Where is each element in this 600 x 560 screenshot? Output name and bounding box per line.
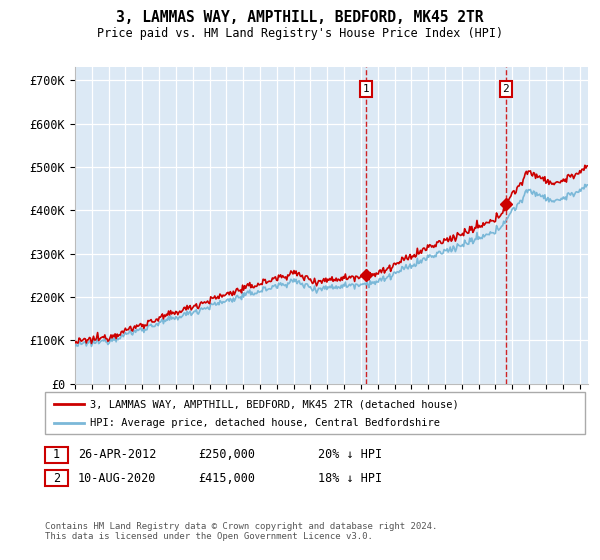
Text: 2: 2: [502, 84, 509, 94]
Text: Price paid vs. HM Land Registry's House Price Index (HPI): Price paid vs. HM Land Registry's House …: [97, 27, 503, 40]
Text: Contains HM Land Registry data © Crown copyright and database right 2024.
This d: Contains HM Land Registry data © Crown c…: [45, 522, 437, 542]
Text: £415,000: £415,000: [198, 472, 255, 485]
Text: HPI: Average price, detached house, Central Bedfordshire: HPI: Average price, detached house, Cent…: [90, 418, 440, 428]
Text: 10-AUG-2020: 10-AUG-2020: [78, 472, 157, 485]
Text: 1: 1: [53, 448, 60, 461]
Text: 3, LAMMAS WAY, AMPTHILL, BEDFORD, MK45 2TR (detached house): 3, LAMMAS WAY, AMPTHILL, BEDFORD, MK45 2…: [90, 399, 459, 409]
Text: 20% ↓ HPI: 20% ↓ HPI: [318, 448, 382, 461]
Text: 1: 1: [363, 84, 370, 94]
Text: £250,000: £250,000: [198, 448, 255, 461]
Text: 26-APR-2012: 26-APR-2012: [78, 448, 157, 461]
Text: 3, LAMMAS WAY, AMPTHILL, BEDFORD, MK45 2TR: 3, LAMMAS WAY, AMPTHILL, BEDFORD, MK45 2…: [116, 10, 484, 25]
Text: 2: 2: [53, 472, 60, 485]
Text: 18% ↓ HPI: 18% ↓ HPI: [318, 472, 382, 485]
